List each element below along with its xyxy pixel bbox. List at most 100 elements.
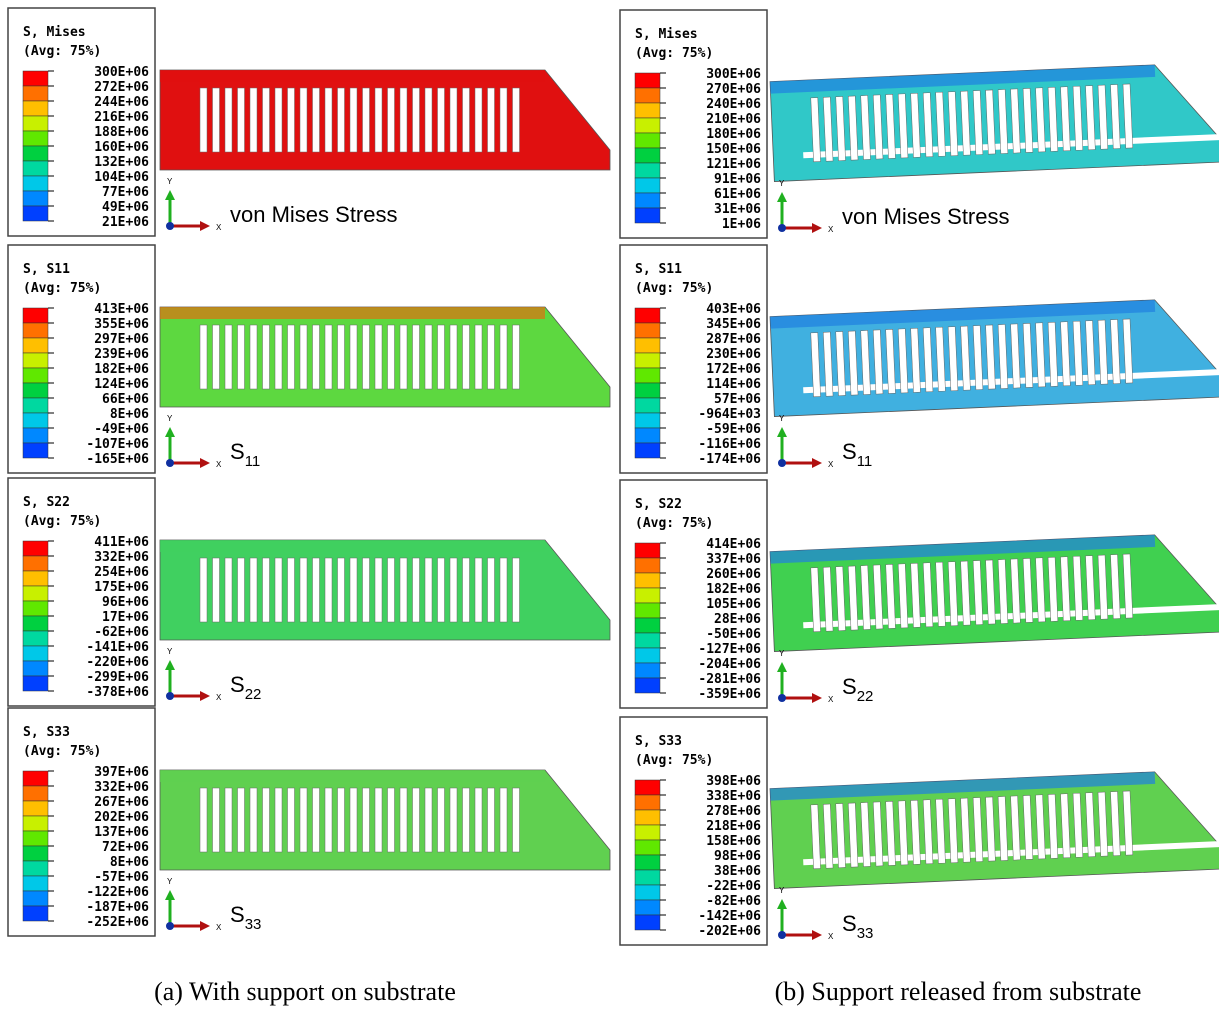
legend-band (634, 177, 661, 194)
legend-label: -202E+06 (698, 924, 761, 939)
legend-label: 66E+06 (102, 392, 149, 407)
slot (299, 557, 308, 623)
legend-label: -57E+06 (94, 870, 149, 885)
slot (1122, 83, 1134, 149)
legend-label: 300E+06 (94, 65, 149, 80)
slot (1072, 792, 1084, 858)
axis-origin (166, 459, 174, 467)
slot (1097, 84, 1109, 150)
legend-band (634, 87, 661, 104)
legend-band (634, 839, 661, 856)
slot (199, 324, 208, 390)
legend-label: 300E+06 (706, 67, 761, 82)
legend-label: 182E+06 (94, 362, 149, 377)
axis-y-head (777, 662, 787, 672)
slot (935, 561, 946, 627)
legend-band (634, 824, 661, 841)
slot (1035, 87, 1046, 153)
legend-label: 188E+06 (94, 125, 149, 140)
slot (835, 803, 846, 868)
legend-label: 337E+06 (706, 552, 761, 567)
slot (872, 94, 884, 160)
slot (897, 328, 909, 394)
legend-band (634, 647, 661, 664)
slot (910, 562, 921, 628)
slot (1122, 790, 1134, 856)
slot (449, 324, 458, 390)
legend-band (22, 322, 49, 339)
slot (212, 787, 220, 853)
slot (997, 559, 1009, 624)
slot (972, 90, 984, 155)
slot (1122, 553, 1134, 619)
legend-band (22, 442, 49, 459)
axis-y-label: Y (167, 177, 173, 186)
legend-avg: (Avg: 75%) (23, 514, 101, 529)
slot (847, 802, 859, 868)
slot (399, 787, 408, 853)
legend-label: -220E+06 (86, 655, 149, 670)
slot (224, 324, 233, 390)
axis-origin (778, 224, 786, 232)
legend-label: 272E+06 (94, 80, 149, 95)
slot (1097, 319, 1109, 385)
slot (847, 330, 859, 396)
panel: S, Mises(Avg: 75%)300E+06272E+06244E+062… (7, 7, 611, 237)
slot (362, 324, 370, 390)
annotation-text: S (842, 911, 857, 936)
slot (1060, 86, 1071, 152)
legend-band (634, 572, 661, 589)
slot (424, 324, 433, 390)
mesh (769, 534, 1219, 652)
legend-band (634, 542, 661, 559)
axis-y-label: Y (779, 179, 785, 188)
slot (274, 787, 283, 853)
legend-label: 98E+06 (714, 849, 761, 864)
slot (947, 326, 959, 392)
legend-band (634, 427, 661, 444)
axis-y-label: Y (779, 649, 785, 658)
legend-label: 38E+06 (714, 864, 761, 879)
slot (1010, 795, 1021, 861)
slot (324, 557, 333, 623)
panel: S, S33 (Avg: 75%) 397E+06332E+06267E+06202… (7, 707, 611, 937)
annotation-sub: 22 (245, 686, 262, 703)
legend-band (634, 602, 661, 619)
slot (1110, 84, 1121, 149)
legend-label: 1E+06 (722, 217, 761, 232)
slot (387, 787, 395, 853)
slot (374, 557, 383, 623)
slot (972, 560, 984, 625)
mesh (159, 69, 611, 171)
mesh (769, 771, 1219, 889)
legend-label: 91E+06 (714, 172, 761, 187)
slot (224, 787, 233, 853)
slot (960, 797, 971, 863)
slot (997, 89, 1009, 154)
slot (412, 557, 420, 623)
slot (885, 329, 896, 394)
legend-label: 287E+06 (706, 332, 761, 347)
slot (462, 787, 470, 853)
legend-label: 8E+06 (110, 855, 149, 870)
legend-band (634, 914, 661, 931)
slot (885, 801, 896, 866)
legend-label: -50E+06 (706, 627, 761, 642)
slot (512, 324, 520, 390)
slot (997, 324, 1009, 389)
slot (387, 557, 395, 623)
axis-origin (166, 222, 174, 230)
slot (474, 787, 483, 853)
slot (810, 332, 821, 398)
slot (312, 557, 320, 623)
legend-band (634, 397, 661, 414)
axis-x-label: X (216, 460, 222, 469)
annotation-sub: 22 (857, 688, 874, 705)
legend-band (634, 794, 661, 811)
legend-band (634, 307, 661, 324)
legend-label: 28E+06 (714, 612, 761, 627)
legend-band (22, 352, 49, 369)
slot (337, 324, 345, 390)
legend-band (22, 115, 49, 132)
